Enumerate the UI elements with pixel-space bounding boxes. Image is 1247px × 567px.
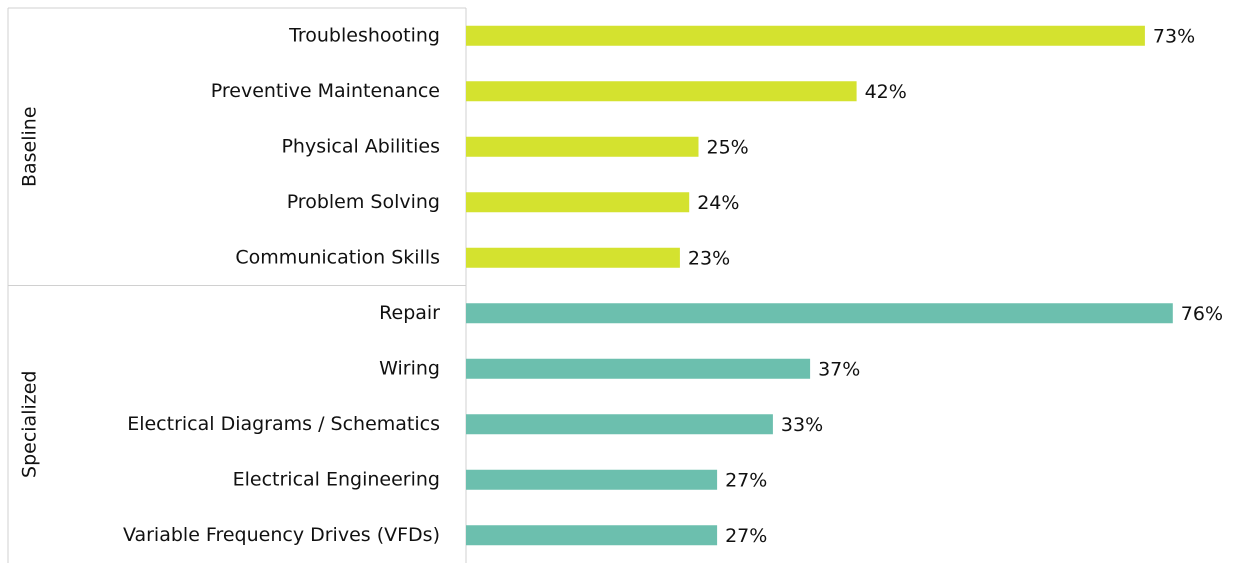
category-label: Variable Frequency Drives (VFDs) bbox=[123, 524, 440, 546]
bar bbox=[466, 303, 1173, 324]
category-label: Communication Skills bbox=[235, 246, 440, 268]
category-label: Repair bbox=[379, 302, 440, 324]
category-label: Electrical Diagrams / Schematics bbox=[127, 413, 440, 435]
data-label: 27% bbox=[725, 469, 767, 491]
bar bbox=[466, 358, 811, 379]
data-label: 42% bbox=[865, 81, 907, 103]
bar bbox=[466, 414, 773, 435]
data-label: 33% bbox=[781, 414, 823, 436]
bar bbox=[466, 192, 690, 213]
data-label: 24% bbox=[697, 192, 739, 214]
category-label: Preventive Maintenance bbox=[211, 80, 440, 102]
category-label: Troubleshooting bbox=[288, 24, 440, 46]
category-label: Wiring bbox=[379, 357, 440, 379]
data-label: 25% bbox=[707, 136, 749, 158]
group-label: Specialized bbox=[19, 371, 41, 478]
data-label: 37% bbox=[818, 358, 860, 380]
data-label: 23% bbox=[688, 247, 730, 269]
bar bbox=[466, 469, 718, 490]
bar bbox=[466, 247, 680, 268]
bar bbox=[466, 136, 699, 157]
category-label: Physical Abilities bbox=[281, 135, 440, 157]
category-label: Problem Solving bbox=[287, 191, 440, 213]
data-label: 27% bbox=[725, 525, 767, 547]
data-label: 73% bbox=[1153, 25, 1195, 47]
category-label: Electrical Engineering bbox=[233, 468, 440, 490]
bar bbox=[466, 525, 718, 546]
bar bbox=[466, 81, 857, 102]
data-label: 76% bbox=[1181, 303, 1223, 325]
bar bbox=[466, 25, 1145, 46]
group-label: Baseline bbox=[19, 106, 41, 187]
